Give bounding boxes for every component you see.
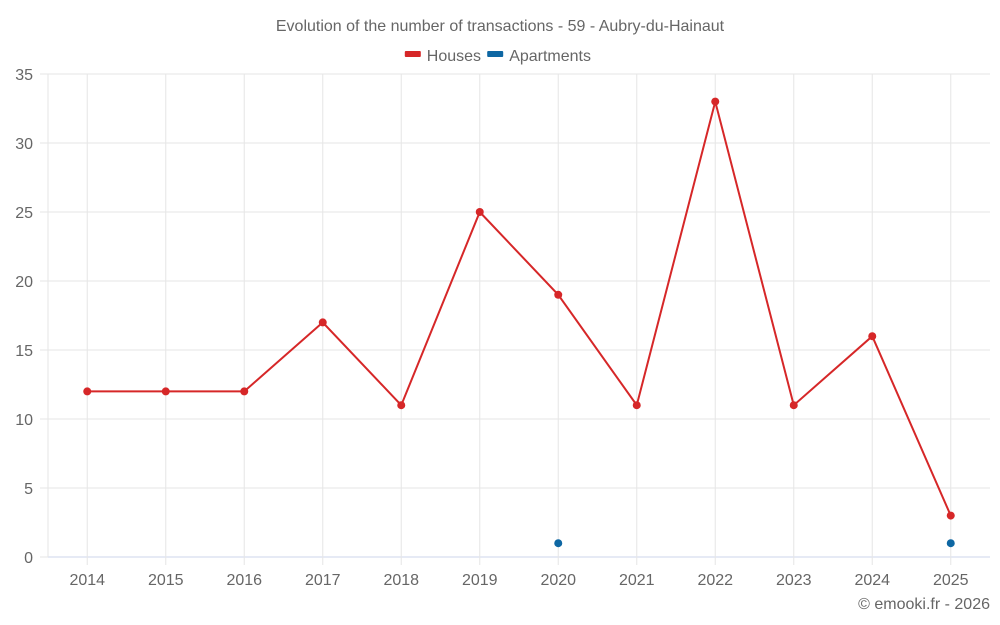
- series-layer: [83, 97, 955, 548]
- x-tick-label: 2019: [462, 572, 498, 589]
- legend-swatch-houses: [404, 51, 421, 57]
- data-point-houses[interactable]: [554, 290, 563, 299]
- x-tick-label: 2021: [619, 572, 655, 589]
- data-point-houses[interactable]: [475, 208, 484, 216]
- y-tick-label: 20: [15, 274, 33, 291]
- data-point-apartments[interactable]: [946, 539, 955, 548]
- legend: Houses Apartments: [404, 48, 591, 65]
- data-point-houses[interactable]: [161, 387, 170, 396]
- legend-item-houses[interactable]: Houses: [427, 48, 481, 65]
- legend-swatch-apartments: [487, 51, 504, 57]
- credit-text: © emooki.fr - 2026: [858, 596, 990, 613]
- x-tick-label: 2014: [69, 572, 105, 589]
- x-tick-label: 2020: [540, 572, 576, 589]
- data-point-houses[interactable]: [83, 387, 92, 396]
- data-point-apartments[interactable]: [554, 539, 563, 548]
- y-tick-label: 10: [15, 412, 33, 429]
- x-tick-label: 2023: [776, 572, 812, 589]
- x-tick-label: 2022: [697, 572, 733, 589]
- data-point-houses[interactable]: [318, 318, 327, 327]
- data-point-houses[interactable]: [789, 401, 798, 410]
- legend-item-apartments[interactable]: Apartments: [509, 48, 591, 65]
- x-tick-label: 2017: [305, 572, 341, 589]
- y-tick-label: 35: [15, 67, 33, 84]
- y-tick-label: 15: [15, 343, 33, 360]
- data-point-houses[interactable]: [946, 511, 955, 520]
- x-tick-label: 2015: [148, 572, 184, 589]
- y-tick-label: 30: [15, 136, 33, 153]
- x-tick-label: 2018: [383, 572, 419, 589]
- x-tick-label: 2024: [854, 572, 890, 589]
- data-point-houses[interactable]: [240, 387, 249, 396]
- chart-title: Evolution of the number of transactions …: [276, 18, 725, 35]
- data-point-houses[interactable]: [632, 401, 641, 410]
- series-line-houses: [87, 97, 952, 517]
- x-tick-label: 2016: [226, 572, 262, 589]
- x-axis: 2014 2015 2016 2017 2018 2019 2020 2021 2022 2023…: [69, 572, 968, 589]
- y-tick-label: 25: [15, 205, 33, 222]
- y-tick-label: 0: [24, 550, 33, 567]
- x-tick-label: 2025: [933, 572, 969, 589]
- data-point-houses[interactable]: [397, 401, 406, 410]
- data-point-houses[interactable]: [711, 97, 720, 106]
- data-point-houses[interactable]: [868, 332, 877, 341]
- grid: [40, 73, 990, 565]
- y-axis: 0 5 10 15 20 25 30 35: [15, 67, 33, 567]
- y-tick-label: 5: [24, 481, 33, 498]
